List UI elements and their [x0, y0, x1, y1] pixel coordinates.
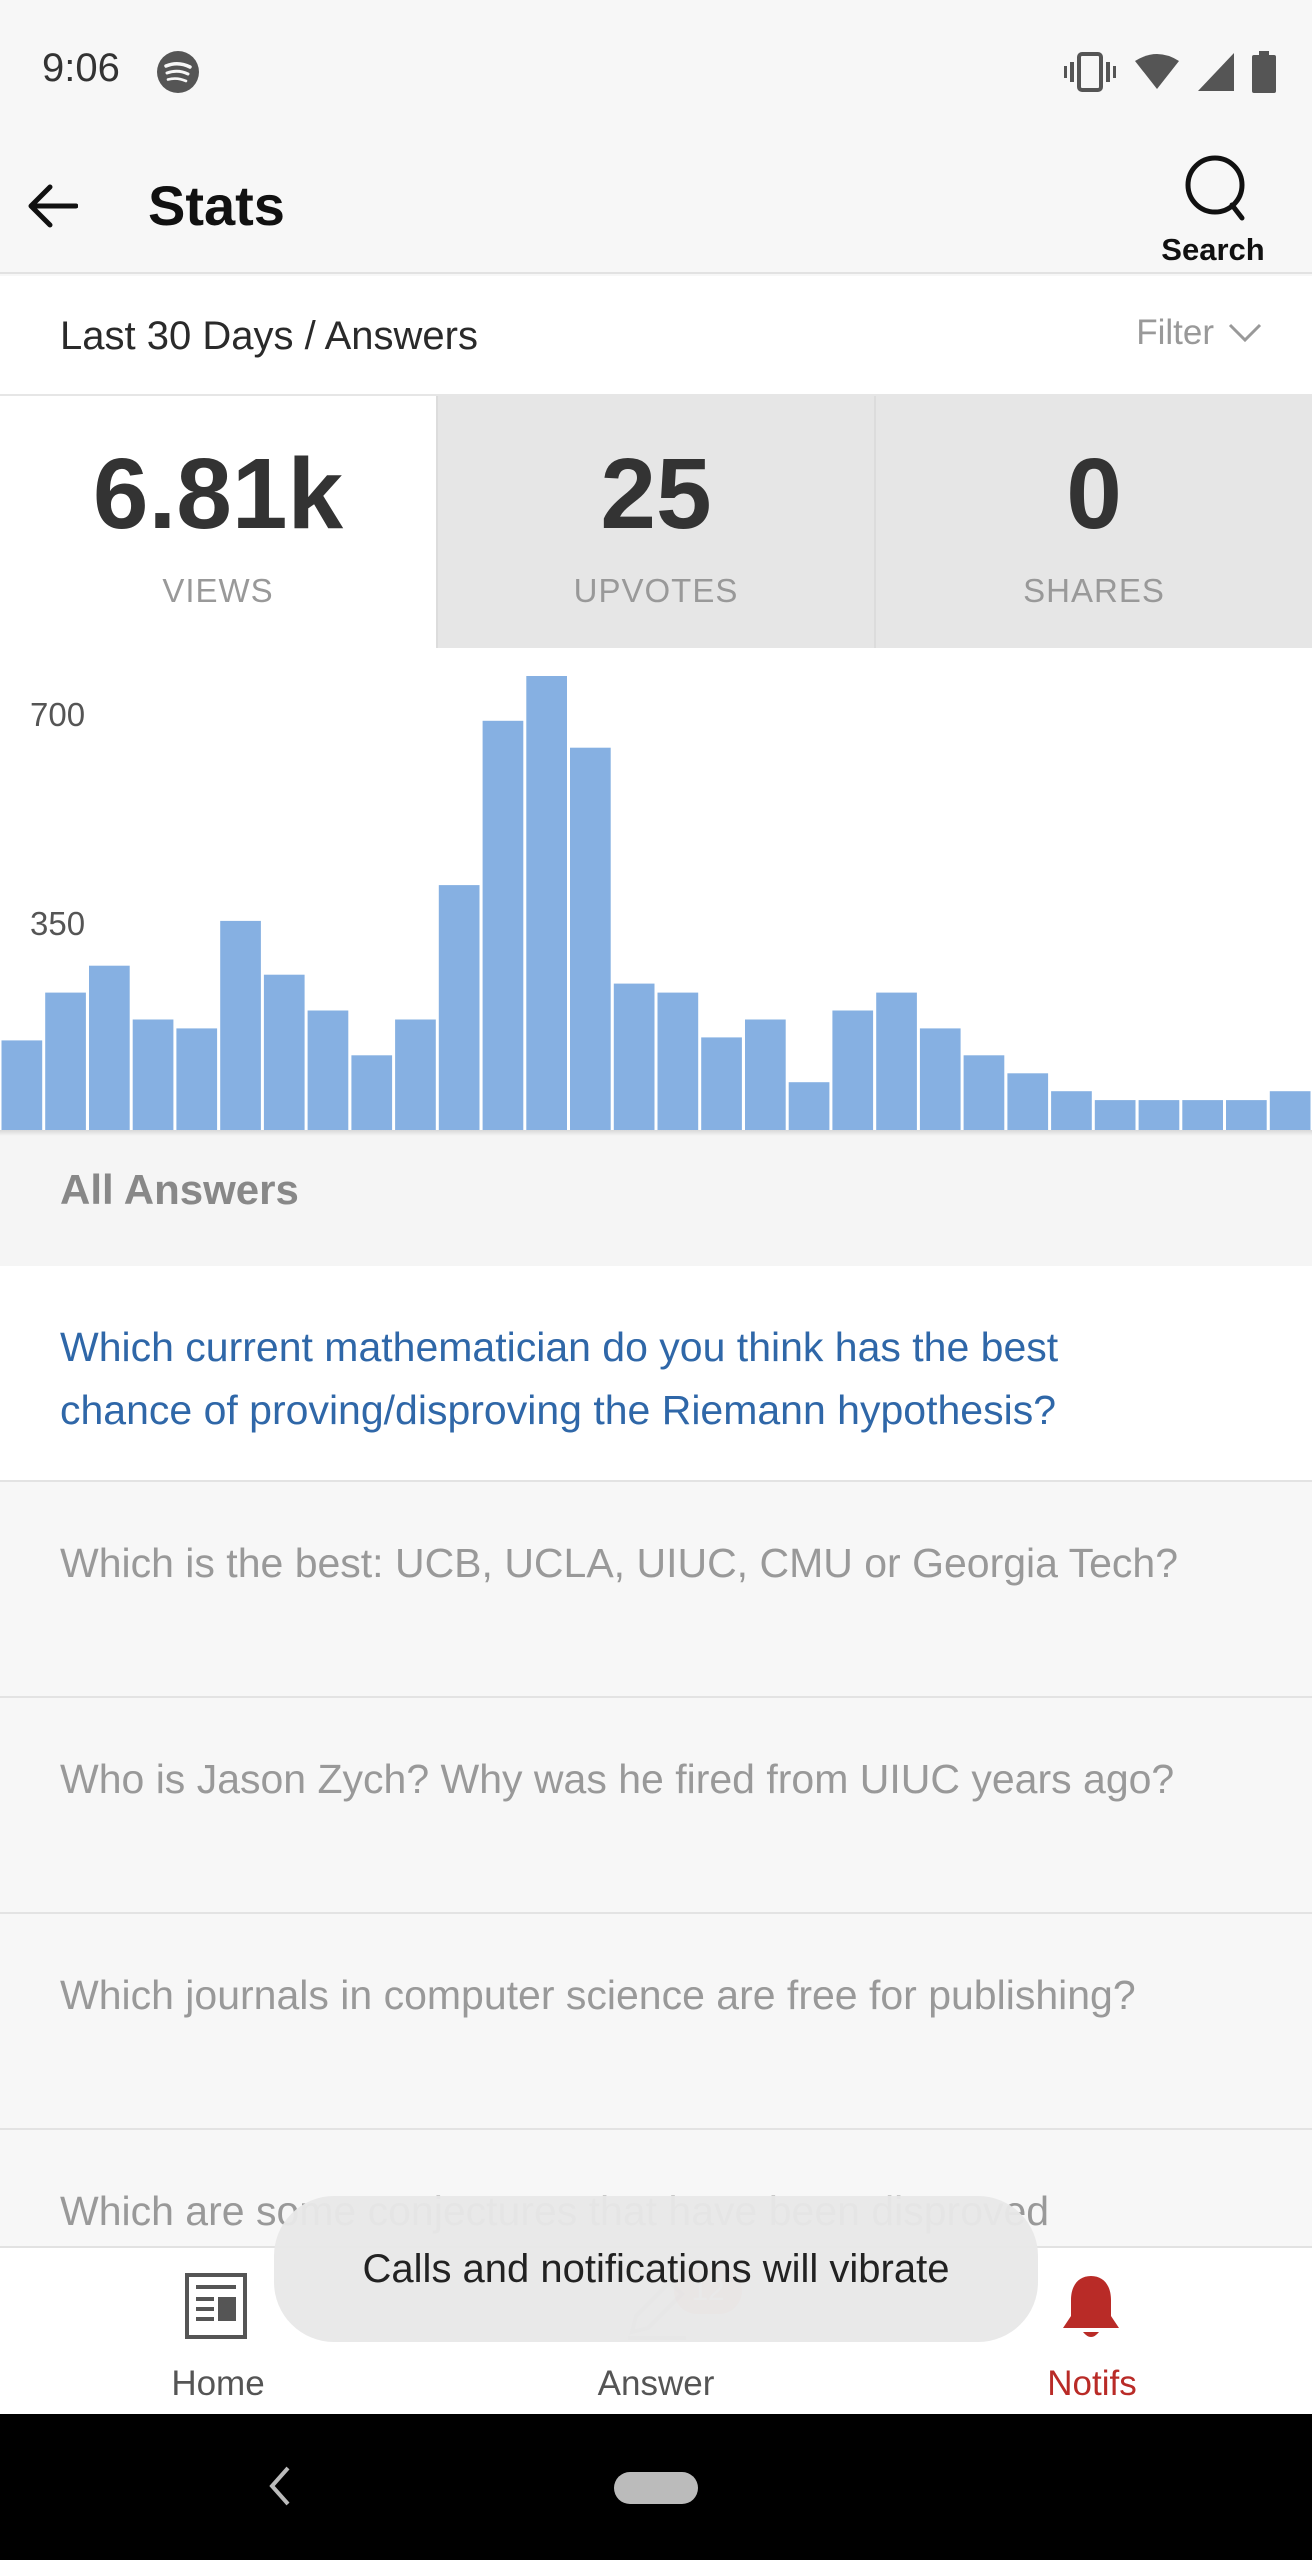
- nav-notifs[interactable]: Notifs: [942, 2248, 1242, 2416]
- chart-bar: [1094, 1100, 1136, 1130]
- filter-label: Filter: [1136, 313, 1214, 352]
- toast-notification: Calls and notifications will vibrate: [274, 2196, 1038, 2342]
- tab-shares[interactable]: 0 SHARES: [874, 396, 1312, 648]
- app-bar: Stats Search: [0, 144, 1312, 274]
- toast-text: Calls and notifications will vibrate: [362, 2246, 950, 2291]
- range-bar: Last 30 Days / Answers Filter: [0, 276, 1312, 396]
- system-home-button[interactable]: [614, 2472, 698, 2504]
- chart-bar: [701, 1037, 742, 1130]
- wifi-icon: [1135, 54, 1179, 89]
- chart-bar: [613, 983, 655, 1130]
- stat-label: SHARES: [1023, 572, 1165, 609]
- section-title: All Answers: [60, 1166, 299, 1213]
- chart-bar: [526, 676, 567, 1130]
- status-icons: [1064, 50, 1276, 94]
- news-feed-icon: [185, 2273, 247, 2339]
- y-tick-label: 350: [30, 905, 85, 942]
- vibrate-icon: [1064, 52, 1116, 92]
- status-bar: 9:06: [0, 0, 1312, 144]
- chart-bar: [919, 1028, 961, 1130]
- chart-bar: [1007, 1073, 1049, 1130]
- nav-home-label: Home: [171, 2364, 265, 2403]
- chart-bar: [745, 1019, 786, 1130]
- stat-value: 6.81k: [92, 438, 344, 550]
- section-header: All Answers: [0, 1130, 1312, 1266]
- answer-item[interactable]: Which current mathematician do you think…: [0, 1266, 1312, 1482]
- views-chart: 350 700: [0, 648, 1312, 1130]
- answer-list: Which current mathematician do you think…: [0, 1266, 1312, 2246]
- search-button[interactable]: Search: [1158, 154, 1268, 267]
- range-title: Last 30 Days / Answers: [60, 314, 478, 358]
- chart-bar: [1226, 1100, 1267, 1130]
- signal-icon: [1198, 53, 1234, 91]
- stat-label: UPVOTES: [573, 572, 739, 609]
- tab-upvotes[interactable]: 25 UPVOTES: [436, 396, 874, 648]
- answer-item[interactable]: Which journals in computer science are f…: [0, 1914, 1312, 2130]
- search-label: Search: [1161, 232, 1265, 267]
- answer-question: Who is Jason Zych? Why was he fired from…: [60, 1756, 1175, 1802]
- chart-bar: [1138, 1100, 1180, 1130]
- stat-label: VIEWS: [162, 572, 274, 609]
- chart-bar: [45, 992, 86, 1130]
- chart-bar: [351, 1055, 393, 1130]
- bar-chart: 350 700: [1, 676, 1311, 1130]
- chart-bar: [1269, 1091, 1311, 1130]
- chart-bar: [657, 992, 699, 1130]
- chart-bar: [788, 1082, 830, 1130]
- chart-bar: [1182, 1100, 1223, 1130]
- chevron-down-icon: [1228, 323, 1262, 343]
- chart-bar: [176, 1028, 218, 1130]
- answer-question: Which is the best: UCB, UCLA, UIUC, CMU …: [60, 1540, 1178, 1586]
- battery-icon: [1252, 51, 1276, 93]
- tab-views[interactable]: 6.81k VIEWS: [0, 396, 436, 648]
- chart-bar: [220, 920, 261, 1130]
- search-icon: [1185, 155, 1245, 221]
- stat-value: 25: [600, 438, 712, 550]
- stat-tabs: 6.81k VIEWS 25 UPVOTES 0 SHARES: [0, 396, 1312, 648]
- chart-bar: [1051, 1091, 1092, 1130]
- chart-bar: [482, 720, 524, 1130]
- answer-question: Which current mathematician do you think…: [60, 1324, 1059, 1433]
- chart-bar: [395, 1019, 436, 1130]
- chart-bar: [1, 1040, 43, 1130]
- chart-bar: [963, 1055, 1005, 1130]
- status-time: 9:06: [42, 46, 120, 90]
- chart-bar: [570, 747, 611, 1130]
- chart-bar: [263, 974, 305, 1130]
- answer-item[interactable]: Who is Jason Zych? Why was he fired from…: [0, 1698, 1312, 1914]
- arrow-left-icon: [28, 184, 78, 228]
- answer-item[interactable]: Which is the best: UCB, UCLA, UIUC, CMU …: [0, 1482, 1312, 1698]
- system-nav-bar: [0, 2414, 1312, 2560]
- bell-icon: [1063, 2276, 1119, 2337]
- back-button[interactable]: [22, 176, 82, 236]
- chart-divider: [0, 1130, 1312, 1136]
- page-title: Stats: [148, 174, 285, 237]
- stat-value: 0: [1066, 438, 1122, 550]
- chart-bar: [876, 992, 917, 1130]
- nav-home[interactable]: Home: [68, 2248, 368, 2416]
- chart-bar: [132, 1019, 174, 1130]
- system-back-icon[interactable]: [264, 2464, 294, 2508]
- answer-question: Which journals in computer science are f…: [60, 1972, 1136, 2018]
- nav-answer-label: Answer: [597, 2364, 715, 2403]
- chart-bar: [832, 1010, 874, 1130]
- chart-bar: [307, 1010, 349, 1130]
- chart-bar: [89, 965, 130, 1130]
- chart-bar: [438, 885, 480, 1130]
- y-tick-label: 700: [30, 696, 85, 733]
- spotify-icon: [157, 51, 199, 93]
- nav-notifs-label: Notifs: [1047, 2364, 1137, 2403]
- filter-button[interactable]: Filter: [1136, 308, 1262, 358]
